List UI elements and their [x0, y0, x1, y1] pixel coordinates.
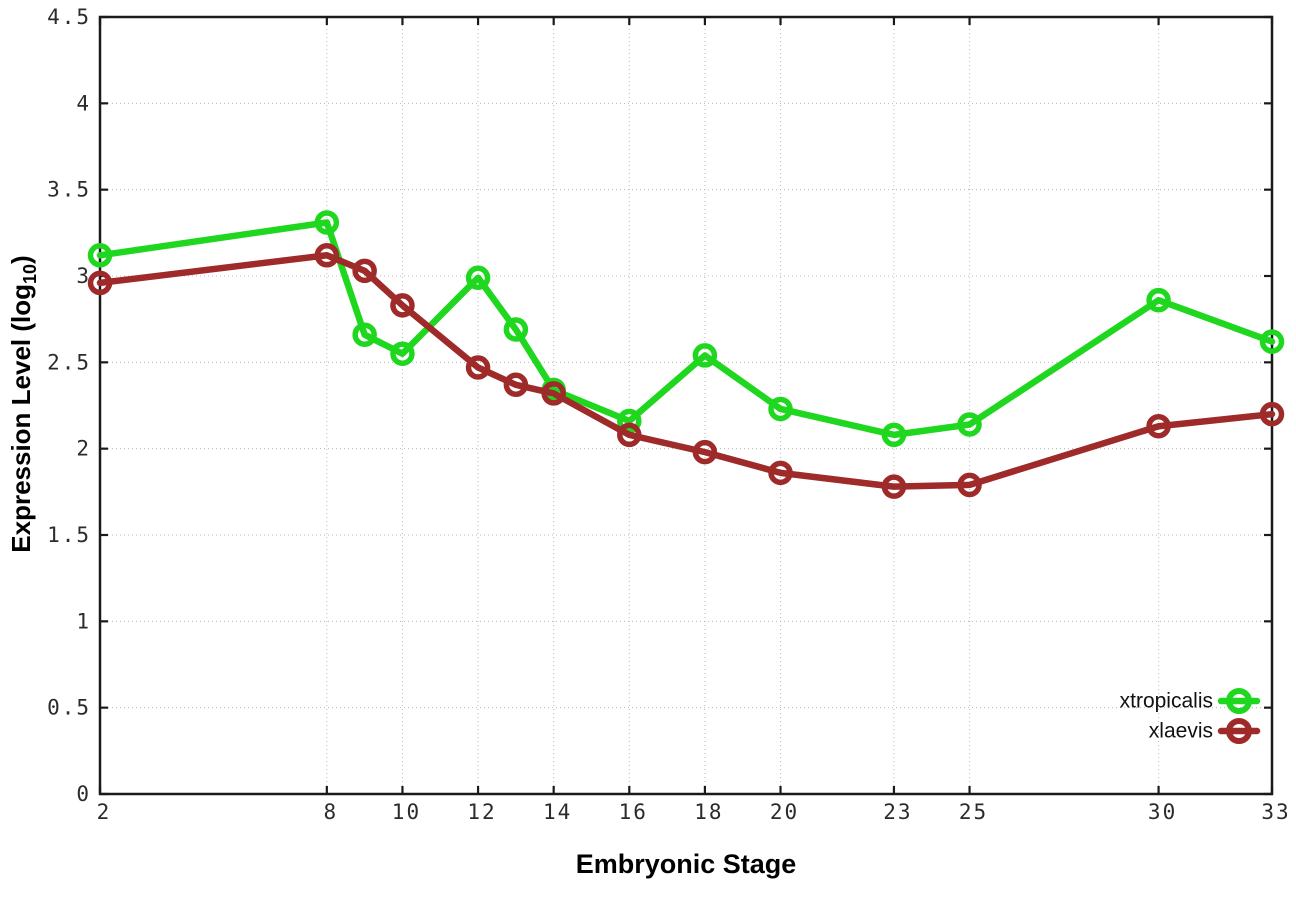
y-tick-label: 2	[76, 437, 91, 461]
marker-xtropicalis	[692, 343, 718, 368]
y-tick-label: 1	[76, 609, 91, 633]
y-tick-label: 3.5	[47, 178, 91, 202]
y-axis-title-subscript: 10	[20, 263, 40, 284]
marker-xtropicalis	[1259, 329, 1285, 354]
marker-xlaevis	[503, 372, 529, 398]
plot-border	[98, 15, 1274, 796]
legend-marker-xtropicalis	[1226, 688, 1252, 714]
y-tick-label: 2.5	[47, 350, 91, 374]
marker-xlaevis	[1259, 401, 1285, 427]
legend-label-xlaevis: xlaevis	[1149, 720, 1213, 743]
marker-xlaevis	[617, 422, 642, 448]
legend-label-xtropicalis: xtropicalis	[1120, 690, 1213, 713]
x-axis-title: Embryonic Stage	[575, 849, 797, 879]
marker-xlaevis	[390, 293, 415, 318]
marker-xlaevis	[314, 243, 340, 268]
marker-xlaevis	[768, 460, 793, 486]
marker-xtropicalis	[957, 412, 982, 437]
x-tick-label: 23	[883, 800, 912, 824]
series-line-xtropicalis	[96, 219, 1276, 439]
marker-xtropicalis	[768, 396, 793, 422]
marker-xtropicalis	[314, 210, 340, 235]
y-tick-label: 4.5	[47, 5, 91, 29]
legend-marker-xlaevis	[1226, 718, 1252, 744]
marker-xlaevis	[352, 258, 377, 284]
marker-xtropicalis	[881, 422, 907, 448]
marker-xlaevis	[957, 472, 982, 498]
marker-xtropicalis	[503, 317, 529, 342]
x-tick-label: 16	[619, 800, 648, 824]
y-axis-title: Expression Level (log10)	[6, 104, 40, 704]
marker-xtropicalis	[87, 243, 113, 268]
x-tick-label: 25	[959, 800, 988, 824]
marker-xlaevis	[881, 474, 907, 499]
y-tick-label: 4	[76, 91, 91, 115]
x-tick-label: 30	[1148, 800, 1177, 824]
x-tick-label: 18	[694, 800, 723, 824]
y-tick-label: 0	[76, 782, 91, 806]
x-tick-label: 14	[543, 800, 572, 824]
y-tick-label: 0.5	[47, 696, 91, 720]
y-tick-label: 1.5	[47, 523, 91, 547]
marker-xtropicalis	[352, 322, 377, 347]
marker-xlaevis	[541, 381, 566, 406]
marker-xlaevis	[1146, 413, 1171, 439]
x-tick-label: 12	[467, 800, 496, 824]
y-axis-title-main: Expression Level (log	[6, 283, 36, 553]
marker-xtropicalis	[390, 341, 415, 366]
marker-xlaevis	[87, 270, 113, 296]
y-axis-title-end: )	[6, 255, 36, 264]
marker-xtropicalis	[465, 265, 491, 290]
x-tick-label: 10	[392, 800, 421, 824]
marker-xtropicalis	[1146, 287, 1171, 313]
y-tick-label: 3	[76, 264, 91, 288]
x-tick-label: 20	[770, 800, 799, 824]
x-tick-label: 2	[97, 800, 112, 824]
marker-xtropicalis	[617, 408, 642, 434]
x-tick-label: 8	[324, 800, 339, 824]
marker-xlaevis	[692, 439, 718, 465]
marker-xlaevis	[465, 355, 491, 380]
x-tick-label: 33	[1261, 800, 1290, 824]
